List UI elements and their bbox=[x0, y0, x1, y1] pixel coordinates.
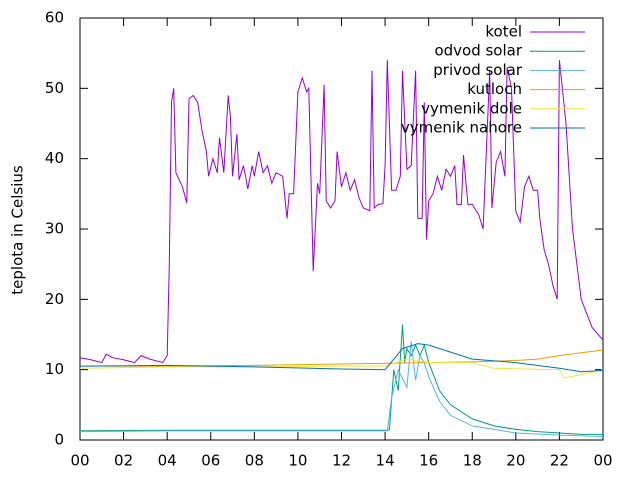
x-tick-label: 00 bbox=[70, 452, 89, 470]
x-tick-label: 08 bbox=[245, 452, 264, 470]
x-tick-label: 12 bbox=[332, 452, 351, 470]
series-line bbox=[79, 324, 603, 435]
x-tick-label: 00 bbox=[593, 452, 612, 470]
x-tick-label: 04 bbox=[158, 452, 177, 470]
x-tick-label: 18 bbox=[463, 452, 482, 470]
y-tick-label: 40 bbox=[45, 149, 64, 167]
legend-label: vymenik dole bbox=[421, 99, 522, 117]
y-tick-label: 10 bbox=[45, 360, 64, 378]
legend-label: privod solar bbox=[433, 61, 523, 79]
x-tick-label: 10 bbox=[288, 452, 307, 470]
y-tick-label: 0 bbox=[54, 431, 64, 449]
legend-label: kutloch bbox=[467, 80, 522, 98]
series-line bbox=[79, 60, 604, 364]
series-line bbox=[79, 341, 604, 437]
plot-border bbox=[79, 17, 604, 441]
x-tick-label: 16 bbox=[419, 452, 438, 470]
x-tick-label: 20 bbox=[506, 452, 525, 470]
y-tick-label: 50 bbox=[45, 79, 64, 97]
y-tick-label: 60 bbox=[45, 9, 64, 27]
y-tick-label: 30 bbox=[45, 220, 64, 238]
y-tick-label: 20 bbox=[45, 290, 64, 308]
y-axis-label: teplota in Celsius bbox=[9, 165, 27, 295]
legend-label: odvod solar bbox=[434, 42, 522, 60]
series-line bbox=[79, 343, 604, 373]
x-tick-label: 06 bbox=[201, 452, 220, 470]
x-tick-label: 14 bbox=[376, 452, 395, 470]
x-tick-label: 02 bbox=[114, 452, 133, 470]
x-tick-label: 22 bbox=[550, 452, 569, 470]
legend-label: kotel bbox=[485, 23, 522, 41]
legend-label: vymenik nahore bbox=[401, 119, 522, 137]
